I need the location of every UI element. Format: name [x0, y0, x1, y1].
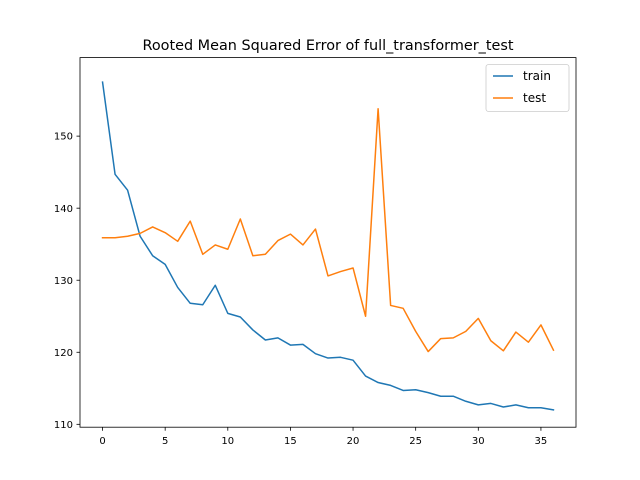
chart-title: Rooted Mean Squared Error of full_transf… — [143, 38, 514, 54]
y-tick-label: 150 — [54, 132, 73, 143]
x-tick-label: 25 — [409, 436, 422, 447]
y-tick-label: 110 — [54, 420, 73, 431]
y-axis: 110 120 130 140 150 — [54, 132, 80, 431]
legend: train test — [485, 64, 570, 112]
x-tick-label: 20 — [347, 436, 360, 447]
axes-frame — [79, 57, 577, 428]
plot-area — [101, 81, 555, 411]
x-tick-label: 0 — [99, 436, 105, 447]
series-line-test — [101, 108, 555, 353]
x-tick-label: 15 — [284, 436, 297, 447]
x-axis: 0 5 10 15 20 25 30 35 — [99, 427, 547, 447]
legend-label-test: test — [523, 91, 546, 105]
series-line-train — [101, 81, 555, 411]
x-tick-label: 5 — [162, 436, 168, 447]
y-tick-label: 140 — [54, 204, 73, 215]
y-tick-label: 120 — [54, 348, 73, 359]
x-tick-label: 35 — [535, 436, 548, 447]
legend-label-train: train — [523, 69, 551, 83]
y-tick-label: 130 — [54, 276, 73, 287]
x-tick-label: 10 — [221, 436, 234, 447]
x-tick-label: 30 — [472, 436, 485, 447]
